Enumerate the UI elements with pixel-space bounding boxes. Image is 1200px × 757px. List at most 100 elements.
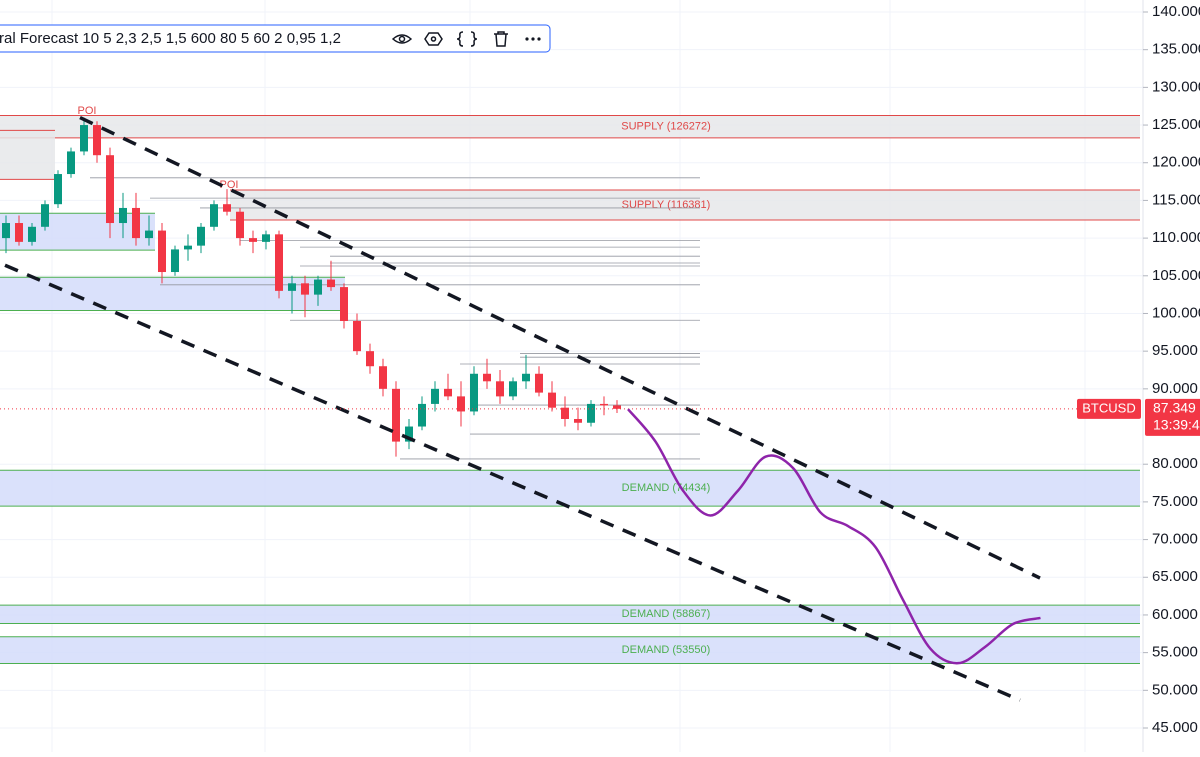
candle-body	[561, 407, 569, 419]
candle-body	[197, 226, 205, 246]
delete-icon[interactable]	[494, 31, 508, 47]
candle-body	[15, 223, 23, 242]
price-axis: 140.000 135.000 130.000 125.000 120.000 115.0…	[1077, 0, 1200, 752]
candle-body	[80, 125, 88, 152]
candle-body	[587, 403, 595, 423]
y-tick-label: 120.000	[1152, 154, 1200, 171]
candle-body	[535, 373, 543, 393]
zone	[0, 130, 55, 180]
y-tick-label: 95.000	[1152, 342, 1198, 359]
candle-body	[132, 207, 140, 239]
candle-body	[522, 373, 530, 382]
y-tick-label: 135.000	[1152, 41, 1200, 58]
candle-body	[548, 392, 556, 408]
candle-body	[301, 283, 309, 295]
countdown-label: 13:39:4	[1153, 417, 1200, 433]
y-tick-label: 90.000	[1152, 380, 1198, 397]
y-tick-label: 60.000	[1152, 606, 1198, 623]
zone-label: DEMAND (74434)	[622, 482, 711, 494]
last-price-label: 87.349	[1153, 400, 1196, 416]
candle-body	[184, 245, 192, 250]
candle-body	[288, 283, 296, 291]
zone	[0, 605, 1140, 624]
y-tick-label: 55.000	[1152, 644, 1198, 661]
price-tag	[1145, 398, 1200, 436]
candle-body	[613, 405, 621, 409]
eye-icon[interactable]	[391, 34, 413, 44]
candle-body	[444, 388, 452, 397]
candle-body	[405, 426, 413, 442]
candle-body	[600, 403, 608, 406]
candle-body	[93, 125, 101, 156]
candle-body	[171, 249, 179, 273]
candle-body	[418, 403, 426, 427]
legend-box	[0, 24, 551, 53]
symbol-label: BTCUSD	[1082, 400, 1135, 415]
y-tick-label: 110.000	[1152, 229, 1200, 246]
y-tick-label: 140.000	[1152, 3, 1200, 20]
candle-body	[119, 207, 127, 224]
candle-body	[41, 204, 49, 227]
candle-body	[392, 388, 400, 442]
channel-line	[79, 115, 1041, 580]
source-icon[interactable]	[456, 31, 478, 47]
candle-body	[54, 174, 62, 205]
forecast-line	[627, 408, 1041, 665]
symbol-tag	[1077, 398, 1141, 419]
y-tick-label: 45.000	[1152, 719, 1198, 736]
zone-label: SUPPLY (116381)	[622, 199, 711, 211]
zone	[0, 277, 345, 311]
y-tick-label: 80.000	[1152, 455, 1198, 472]
channel-line	[4, 263, 1021, 702]
candle-body	[236, 211, 244, 239]
legend-text: ral Forecast 10 5 2,3 2,5 1,5 600 80 5 6…	[0, 30, 341, 47]
candle-body	[275, 234, 283, 291]
candles	[2, 117, 621, 457]
y-tick-label: 115.000	[1152, 191, 1200, 208]
y-tick-label: 100.000	[1152, 304, 1200, 321]
dot	[537, 37, 541, 41]
zone	[0, 470, 1140, 507]
y-tick-label: 105.000	[1152, 267, 1200, 284]
y-tick-label: 50.000	[1152, 681, 1198, 698]
candle-body	[431, 388, 439, 404]
candle-body	[249, 238, 257, 242]
y-tick-label: 75.000	[1152, 493, 1198, 510]
y-tick-label: 65.000	[1152, 568, 1198, 585]
candle-body	[327, 279, 335, 288]
annotation: POI	[78, 105, 97, 117]
candle-body	[106, 155, 114, 224]
zone-label: DEMAND (58867)	[622, 608, 711, 620]
candle-body	[574, 418, 582, 423]
candle-body	[496, 381, 504, 397]
candle-body	[470, 373, 478, 412]
settings-icon[interactable]	[424, 32, 443, 46]
zones: SUPPLY (126272) SUPPLY (116381) DEMAND (74…	[0, 114, 1140, 665]
more-icon[interactable]	[525, 37, 541, 41]
candle-body	[483, 373, 491, 382]
candle-body	[28, 226, 36, 242]
zone-label: DEMAND (53550)	[622, 644, 711, 656]
indicator-legend: ral Forecast 10 5 2,3 2,5 1,5 600 80 5 6…	[0, 24, 551, 53]
candle-body	[2, 223, 10, 239]
candle-body	[223, 204, 231, 212]
zone-label: SUPPLY (126272)	[621, 121, 710, 133]
candle-body	[340, 287, 348, 322]
zone	[0, 213, 155, 251]
dot	[531, 37, 535, 41]
candle-body	[353, 321, 361, 352]
legend-icons	[391, 31, 508, 47]
zone	[0, 636, 1140, 664]
drawings: POI POI	[0, 105, 1143, 702]
candle-body	[262, 234, 270, 242]
candle-body	[314, 279, 322, 295]
candle-body	[366, 351, 374, 367]
candle-body	[145, 230, 153, 239]
candle-body	[67, 151, 75, 175]
candle-body	[379, 366, 387, 389]
settings-center	[430, 36, 437, 42]
y-tick-label: 125.000	[1152, 116, 1200, 133]
candle-body	[210, 204, 218, 227]
